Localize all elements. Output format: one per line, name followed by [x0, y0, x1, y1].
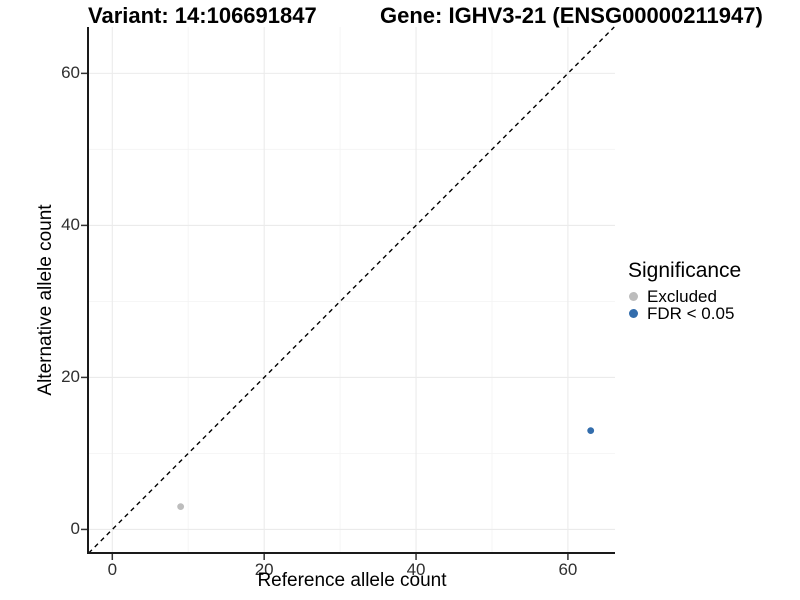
x-tick-label: 20: [254, 560, 274, 579]
x-axis-title: Reference allele count: [257, 570, 447, 591]
y-axis-title: Alternative allele count: [35, 204, 56, 396]
excluded-point-icon: [629, 292, 638, 301]
x-tick-label: 0: [107, 560, 118, 579]
legend-item-fdr: FDR < 0.05: [628, 303, 741, 323]
data-point: [177, 503, 185, 511]
x-tick-label: 40: [406, 560, 426, 579]
significant-point-icon: [629, 309, 638, 318]
y-tick-label: 20: [61, 367, 80, 387]
legend: Significance Excluded FDR < 0.05: [628, 259, 742, 323]
legend-item-label: Excluded: [647, 286, 717, 306]
y-tick-label: 40: [61, 215, 80, 235]
x-tick-label: 60: [558, 560, 578, 579]
y-tick-label: 0: [70, 519, 80, 539]
gene-title: Gene: IGHV3-21 (ENSG00000211947): [380, 3, 763, 28]
legend-title: Significance: [628, 259, 742, 282]
y-tick-label: 60: [61, 63, 80, 83]
legend-item-label: FDR < 0.05: [647, 303, 735, 323]
legend-item-excluded: Excluded: [628, 286, 741, 306]
identity-line: [88, 26, 615, 554]
data-point: [587, 427, 595, 435]
variant-title: Variant: 14:106691847: [88, 3, 317, 28]
